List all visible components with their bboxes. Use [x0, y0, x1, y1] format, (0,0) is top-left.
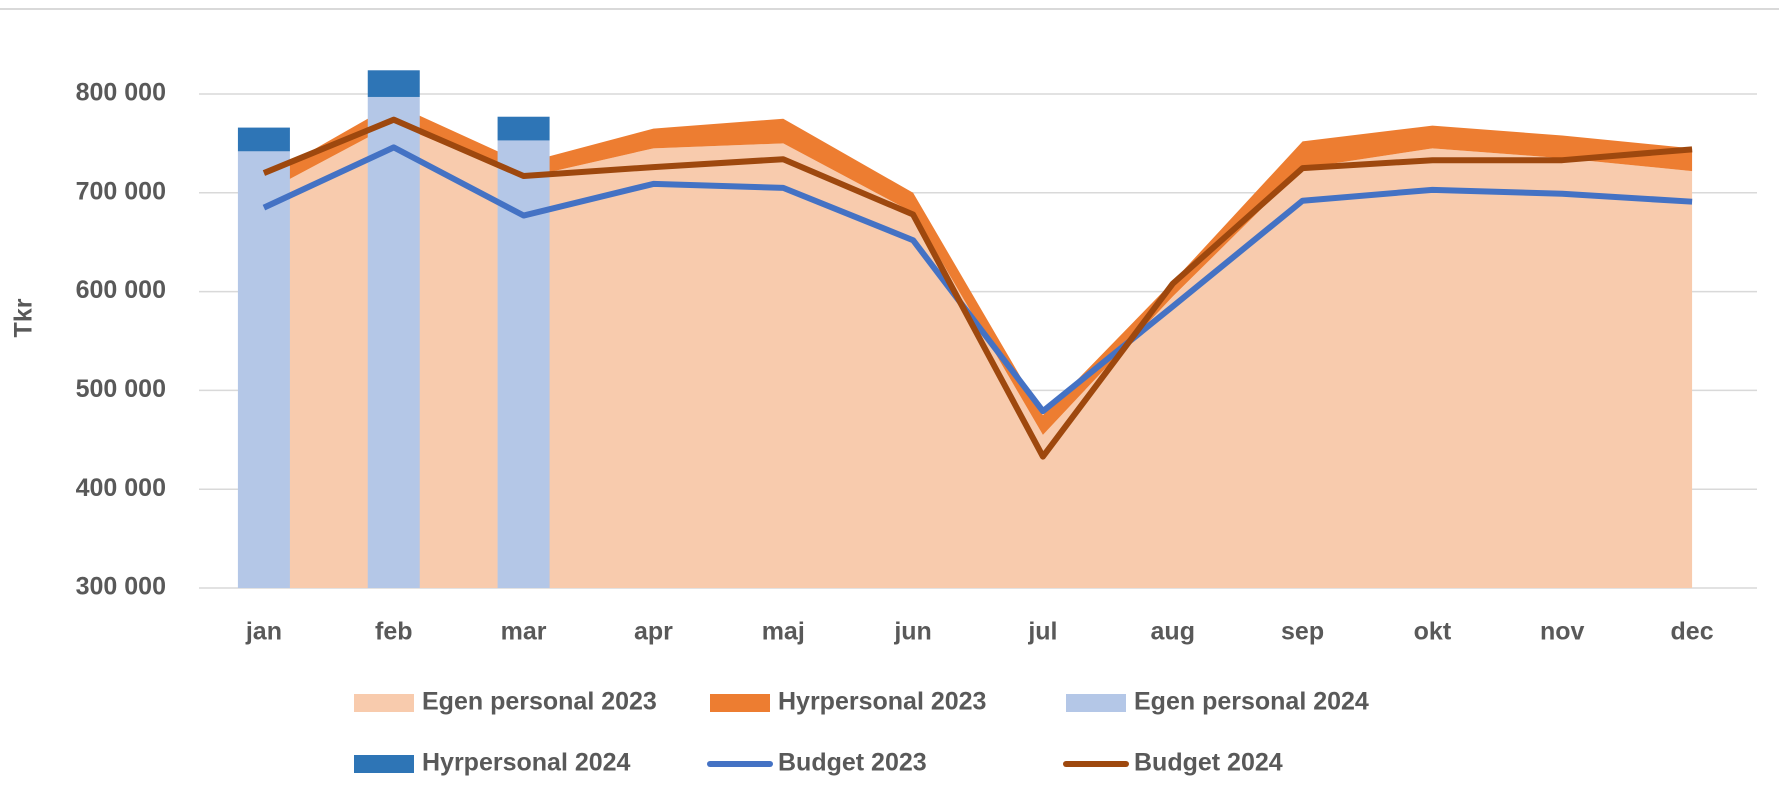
y-tick-label: 400 000 [76, 474, 166, 502]
x-tick-label: dec [1671, 618, 1714, 646]
bar [237, 151, 290, 588]
legend-label: Budget 2024 [1134, 749, 1283, 777]
x-tick-label: okt [1414, 618, 1452, 646]
x-tick-label: apr [634, 618, 673, 646]
area [263, 103, 1693, 435]
legend-swatch [354, 755, 414, 773]
bar [367, 70, 420, 97]
legend-label: Budget 2023 [778, 749, 927, 777]
legend-label: Hyrpersonal 2024 [422, 749, 631, 777]
legend-swatch [1066, 694, 1126, 712]
line [262, 144, 1693, 415]
y-tick-label: 300 000 [76, 573, 166, 601]
line [262, 116, 1693, 460]
x-tick-label: jun [893, 618, 932, 646]
legend-swatch [710, 694, 770, 712]
y-tick-label: 700 000 [76, 177, 166, 205]
bar [367, 96, 420, 589]
x-tick-label: aug [1151, 618, 1195, 646]
bar [497, 116, 550, 141]
x-tick-label: jul [1027, 618, 1057, 646]
legend-label: Hyrpersonal 2023 [778, 688, 986, 716]
y-axis-label: Tkr [10, 298, 38, 337]
x-tick-label: nov [1540, 618, 1585, 646]
x-tick-label: jan [245, 618, 282, 646]
y-tick-label: 800 000 [76, 79, 166, 107]
x-tick-label: sep [1281, 618, 1324, 646]
y-tick-label: 500 000 [76, 375, 166, 403]
y-tick-label: 600 000 [76, 276, 166, 304]
x-tick-label: maj [762, 618, 805, 646]
bar [237, 127, 290, 152]
area [263, 123, 1693, 588]
x-tick-label: feb [375, 618, 413, 646]
legend-swatch [354, 694, 414, 712]
legend-label: Egen personal 2023 [422, 688, 657, 716]
legend-label: Egen personal 2024 [1134, 688, 1369, 716]
x-tick-label: mar [501, 618, 547, 646]
